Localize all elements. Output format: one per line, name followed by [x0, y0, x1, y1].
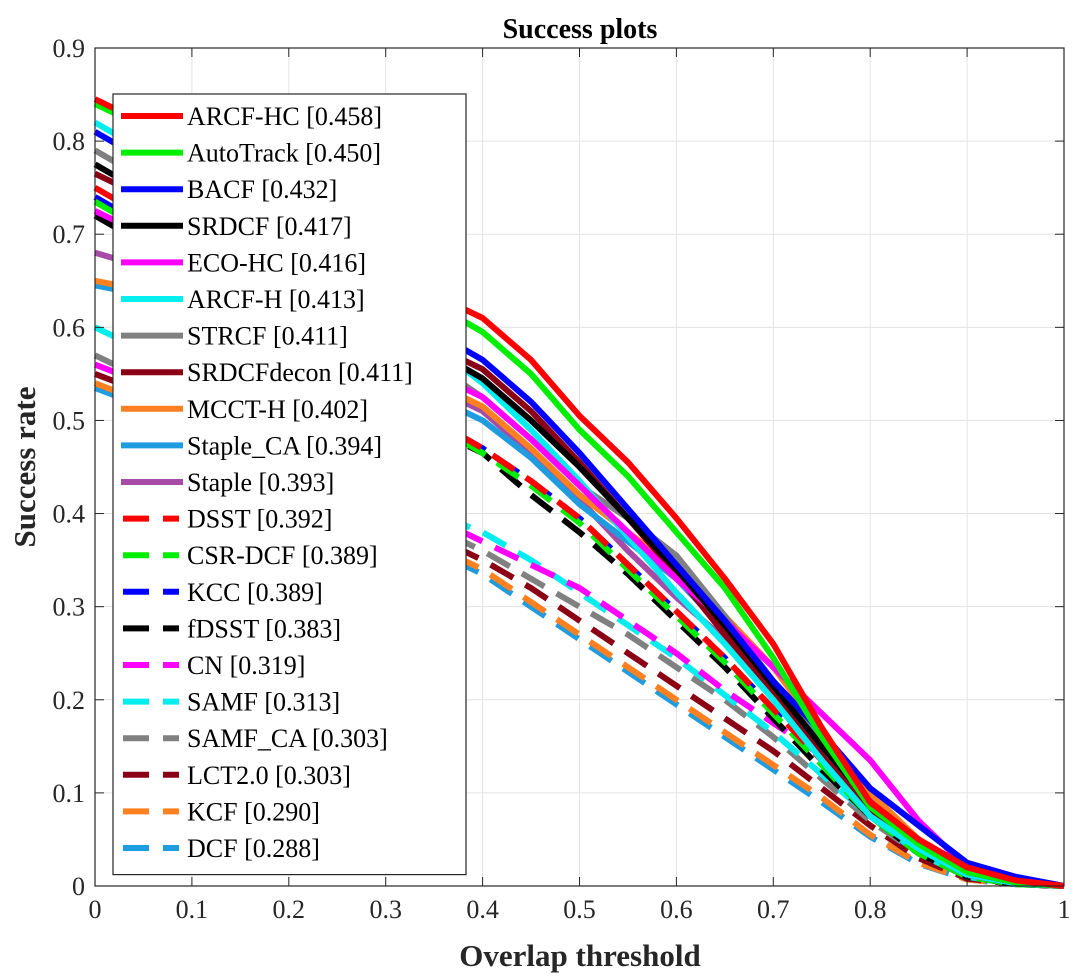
- y-tick-label: 0.2: [53, 686, 86, 715]
- y-tick-label: 0.5: [53, 406, 86, 435]
- y-tick-label: 0.8: [53, 127, 86, 156]
- chart-title: Success plots: [503, 14, 658, 45]
- x-tick-label: 0.1: [176, 895, 209, 924]
- x-tick-label: 0.7: [757, 895, 790, 924]
- x-tick-label: 0.6: [660, 895, 693, 924]
- legend: ARCF-HC [0.458] AutoTrack [0.450] BACF [0.…: [112, 93, 467, 876]
- y-axis-label: Success rate: [7, 387, 42, 548]
- legend-label: SAMF_CA [0.303]: [187, 724, 388, 753]
- y-tick-label: 0.3: [53, 593, 86, 622]
- legend-label: STRCF [0.411]: [187, 322, 348, 351]
- axes-box: [94, 47, 1065, 887]
- series-line-13: [93, 194, 1065, 889]
- x-tick-label: 0.3: [369, 895, 402, 924]
- legend-label: DCF [0.288]: [187, 834, 320, 863]
- legend-label: KCC [0.389]: [187, 578, 323, 607]
- axes: [94, 47, 1065, 887]
- y-tick-label: 0.1: [53, 779, 86, 808]
- y-tick-label: 0.6: [53, 313, 86, 342]
- legend-label: fDSST [0.383]: [187, 614, 341, 643]
- tick-labels: 0 0.1 0.2 0.3 0.4 0.5 0.6 0.7 0.8 0.9 1 0 0.1 0.2 0.3 0…: [53, 34, 1071, 924]
- legend-label: SAMF [0.313]: [187, 688, 340, 717]
- x-tick-label: 0.9: [951, 895, 984, 924]
- x-tick-label: 0.2: [273, 895, 306, 924]
- y-tick-label: 0: [72, 872, 85, 901]
- legend-label: CN [0.319]: [187, 651, 305, 680]
- x-axis-label: Overlap threshold: [459, 938, 700, 973]
- legend-label: Staple [0.393]: [187, 468, 334, 497]
- series-line-14: [93, 213, 1065, 889]
- y-tick-label: 0.4: [53, 500, 86, 529]
- legend-label: DSST [0.392]: [187, 505, 332, 534]
- legend-label: SRDCFdecon [0.411]: [187, 358, 413, 387]
- legend-label: CSR-DCF [0.389]: [187, 541, 378, 570]
- x-tick-label: 0: [89, 895, 102, 924]
- x-tick-label: 0.5: [563, 895, 596, 924]
- legend-label: KCF [0.290]: [187, 797, 320, 826]
- legend-label: ARCF-HC [0.458]: [187, 102, 382, 131]
- legend-label: MCCT-H [0.402]: [187, 395, 368, 424]
- legend-label: Staple_CA [0.394]: [187, 431, 382, 460]
- y-tick-label: 0.9: [53, 34, 86, 63]
- x-tick-label: 1: [1058, 895, 1071, 924]
- legend-label: AutoTrack [0.450]: [187, 139, 381, 168]
- series-line-12: [93, 199, 1065, 889]
- x-tick-label: 0.8: [854, 895, 887, 924]
- y-tick-label: 0.7: [53, 220, 86, 249]
- legend-label: ECO-HC [0.416]: [187, 248, 366, 277]
- legend-label: BACF [0.432]: [187, 175, 337, 204]
- legend-label: LCT2.0 [0.303]: [187, 761, 351, 790]
- x-tick-label: 0.4: [466, 895, 499, 924]
- legend-label: ARCF-H [0.413]: [187, 285, 365, 314]
- legend-label: SRDCF [0.417]: [187, 212, 352, 241]
